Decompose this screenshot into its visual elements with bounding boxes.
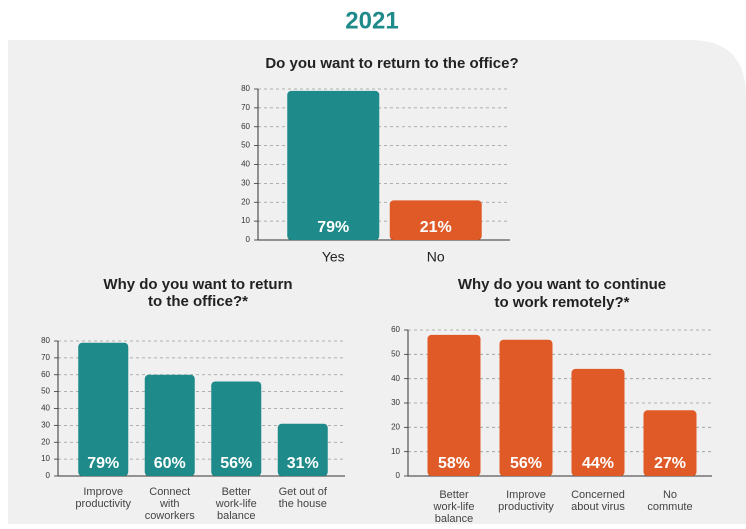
value-label: 27% [654,455,686,472]
value-label: 44% [582,455,614,472]
y-tick-label: 0 [396,471,401,480]
y-tick-label: 70 [41,353,50,362]
bar [78,342,129,476]
y-tick-label: 80 [41,336,50,345]
bar [571,368,625,476]
x-tick-label: commute [647,501,692,513]
y-tick-label: 40 [41,404,50,413]
bar [389,200,482,240]
x-tick-label: work-life [215,498,257,510]
y-tick-label: 30 [241,178,250,187]
y-tick-label: 0 [46,471,51,480]
chart-title: Why do you want to return [103,276,292,293]
y-tick-label: 80 [241,84,250,93]
bar [427,334,481,476]
y-tick-label: 50 [241,141,250,150]
y-tick-label: 30 [391,398,400,407]
y-tick-label: 20 [241,197,250,206]
x-tick-label: Improve [506,489,546,501]
value-label: 31% [287,455,319,472]
y-tick-label: 50 [391,349,400,358]
y-tick-label: 70 [241,103,250,112]
y-tick-label: 20 [41,437,50,446]
x-tick-label: balance [435,513,474,524]
y-tick-label: 40 [391,374,400,383]
bar [499,339,553,476]
x-tick-label: Better [439,489,469,501]
value-label: 60% [154,455,186,472]
y-tick-label: 10 [391,447,400,456]
y-tick-label: 50 [41,387,50,396]
x-tick-label: Concerned [571,489,625,501]
y-tick-label: 30 [41,420,50,429]
x-tick-label: work-life [433,501,475,513]
y-tick-label: 60 [241,122,250,131]
x-tick-label: Improve [83,486,123,498]
x-tick-label: the house [279,498,327,510]
x-tick-label: Connect [149,486,190,498]
value-label: 58% [438,455,470,472]
x-tick-label: No [663,489,677,501]
bar [211,381,262,476]
x-tick-label: about virus [571,501,625,513]
y-tick-label: 10 [241,216,250,225]
x-tick-label: coworkers [145,510,196,522]
chart-title: Why do you want to continue [458,276,666,293]
bar [144,374,195,476]
x-tick-label: productivity [75,498,131,510]
value-label: 79% [87,455,119,472]
value-label: 56% [510,455,542,472]
y-tick-label: 20 [391,422,400,431]
y-tick-label: 0 [246,235,251,244]
y-tick-label: 10 [41,454,50,463]
chart-title: to work remotely?* [494,294,629,311]
x-tick-label: Yes [322,249,345,265]
value-label: 79% [317,219,349,236]
x-tick-label: with [159,498,180,510]
bar [643,410,697,476]
value-label: 56% [220,455,252,472]
x-tick-label: Better [222,486,252,498]
value-label: 21% [420,219,452,236]
x-tick-label: productivity [498,501,554,513]
chart-title: to the office?* [148,293,248,310]
x-tick-label: No [427,249,445,265]
x-tick-label: balance [217,510,256,522]
heading: 2021 [345,7,398,34]
bar [287,90,380,240]
chart-title: Do you want to return to the office? [265,55,518,72]
y-tick-label: 40 [241,160,250,169]
y-tick-label: 60 [41,370,50,379]
x-tick-label: Get out of [279,486,328,498]
bar [277,423,328,476]
y-tick-label: 60 [391,325,400,334]
